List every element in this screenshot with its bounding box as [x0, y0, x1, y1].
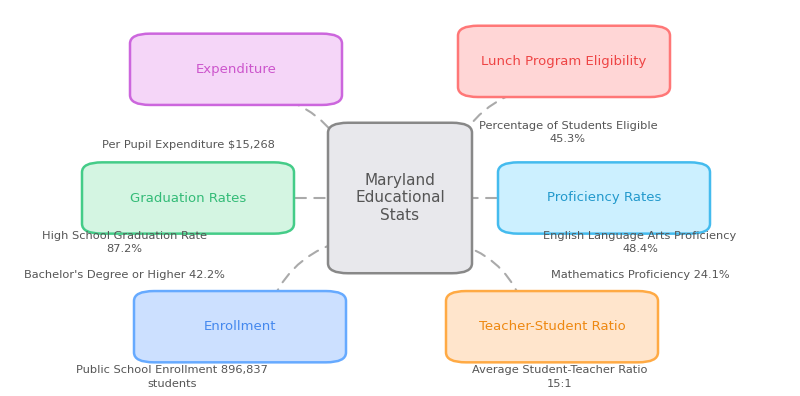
FancyBboxPatch shape — [328, 123, 472, 273]
Text: Average Student-Teacher Ratio
15:1: Average Student-Teacher Ratio 15:1 — [472, 366, 648, 388]
FancyBboxPatch shape — [498, 162, 710, 234]
Text: Maryland
Educational
Stats: Maryland Educational Stats — [355, 173, 445, 223]
FancyBboxPatch shape — [134, 291, 346, 362]
Text: High School Graduation Rate
87.2%

Bachelor's Degree or Higher 42.2%: High School Graduation Rate 87.2% Bachel… — [23, 230, 225, 280]
FancyBboxPatch shape — [446, 291, 658, 362]
FancyBboxPatch shape — [82, 162, 294, 234]
FancyBboxPatch shape — [458, 26, 670, 97]
Text: Per Pupil Expenditure $15,268: Per Pupil Expenditure $15,268 — [102, 139, 274, 150]
Text: Expenditure: Expenditure — [195, 63, 277, 76]
Text: Public School Enrollment 896,837
students: Public School Enrollment 896,837 student… — [76, 366, 268, 388]
Text: Percentage of Students Eligible
45.3%: Percentage of Students Eligible 45.3% — [478, 121, 658, 144]
Text: Lunch Program Eligibility: Lunch Program Eligibility — [482, 55, 646, 68]
Text: Teacher-Student Ratio: Teacher-Student Ratio — [478, 320, 626, 333]
Text: Graduation Rates: Graduation Rates — [130, 192, 246, 204]
Text: English Language Arts Proficiency
48.4%

Mathematics Proficiency 24.1%: English Language Arts Proficiency 48.4% … — [543, 230, 737, 280]
Text: Proficiency Rates: Proficiency Rates — [547, 192, 661, 204]
Text: Enrollment: Enrollment — [204, 320, 276, 333]
FancyBboxPatch shape — [130, 34, 342, 105]
